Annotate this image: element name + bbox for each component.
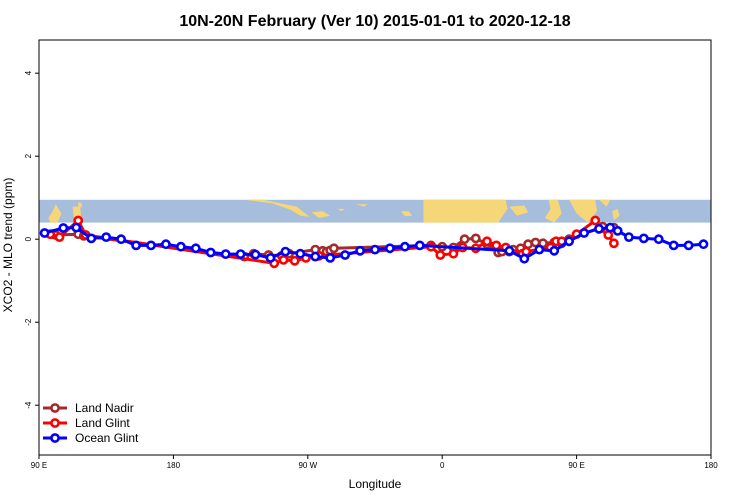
map-ocean xyxy=(39,199,711,223)
legend-marker-land-glint xyxy=(50,418,60,428)
land-mass xyxy=(48,204,62,223)
legend-label-land-nadir: Land Nadir xyxy=(75,401,134,415)
data-point-land-glint xyxy=(590,215,601,226)
data-point-ocean-glint xyxy=(190,243,201,254)
data-point-ocean-glint xyxy=(325,252,336,263)
data-point-ocean-glint xyxy=(612,225,623,236)
data-point-land-glint xyxy=(435,250,446,260)
world-map-band xyxy=(39,199,711,223)
data-point-ocean-glint xyxy=(624,232,634,242)
data-point-ocean-glint xyxy=(534,244,545,255)
data-point-ocean-glint xyxy=(295,248,306,259)
y-tick-label: -4 xyxy=(24,401,33,409)
data-point-land-glint xyxy=(491,240,502,251)
land-mass xyxy=(78,202,82,208)
y-tick-label: 0 xyxy=(24,236,33,241)
data-point-ocean-glint xyxy=(564,236,574,247)
data-point-ocean-glint xyxy=(116,234,126,245)
land-mass xyxy=(235,199,310,217)
data-point-ocean-glint xyxy=(220,249,231,259)
series-ocean-glint xyxy=(39,222,709,264)
data-point-ocean-glint xyxy=(235,249,246,259)
land-mass xyxy=(423,199,508,223)
map-land xyxy=(48,199,620,223)
data-point-ocean-glint xyxy=(683,240,694,251)
land-mass xyxy=(544,199,562,223)
land-mass xyxy=(401,211,413,217)
x-axis: 90 E 180 90 W 0 90 E 180 xyxy=(31,455,718,470)
legend-marker-land-nadir xyxy=(50,403,60,413)
land-mass xyxy=(356,204,368,207)
data-point-ocean-glint xyxy=(131,240,141,251)
y-tick-label: 2 xyxy=(24,153,33,158)
data-point-land-nadir xyxy=(328,243,339,254)
data-point-land-glint xyxy=(289,255,300,266)
data-point-ocean-glint xyxy=(160,239,171,250)
land-mass xyxy=(311,211,331,218)
data-point-land-nadir xyxy=(523,239,533,250)
legend-label-land-glint: Land Glint xyxy=(75,416,130,430)
data-point-ocean-glint xyxy=(399,241,410,252)
legend-label-ocean-glint: Ocean Glint xyxy=(75,431,139,445)
data-point-land-glint xyxy=(482,236,492,247)
data-point-land-glint xyxy=(278,254,289,265)
x-tick-label: 90 W xyxy=(298,461,317,470)
land-mass xyxy=(569,199,598,223)
data-point-land-nadir xyxy=(459,234,470,245)
legend-marker-ocean-glint xyxy=(50,433,60,443)
land-mass xyxy=(599,199,611,207)
x-tick-label: 180 xyxy=(704,461,718,470)
x-axis-label: Longitude xyxy=(349,477,402,491)
x-tick-label: 0 xyxy=(440,461,445,470)
data-point-ocean-glint xyxy=(549,245,560,256)
data-point-ocean-glint xyxy=(71,222,82,233)
series-layer xyxy=(39,215,709,269)
data-point-ocean-glint xyxy=(414,240,425,251)
y-tick-label: 4 xyxy=(24,70,33,75)
data-point-ocean-glint xyxy=(653,234,664,245)
land-mass xyxy=(337,208,346,212)
y-axis-label: XCO2 - MLO trend (ppm) xyxy=(1,178,15,313)
data-point-ocean-glint xyxy=(39,228,50,238)
data-point-ocean-glint xyxy=(340,250,350,260)
data-point-ocean-glint xyxy=(504,245,515,256)
data-point-ocean-glint xyxy=(146,240,156,251)
data-point-land-glint xyxy=(603,230,614,240)
data-point-ocean-glint xyxy=(58,223,69,233)
data-point-ocean-glint xyxy=(310,251,321,262)
data-point-land-glint xyxy=(54,232,65,242)
data-point-land-nadir xyxy=(470,233,481,244)
land-mass xyxy=(612,208,620,221)
data-point-ocean-glint xyxy=(605,222,616,233)
data-point-ocean-glint xyxy=(86,233,97,244)
data-point-ocean-glint xyxy=(594,223,604,234)
data-point-ocean-glint xyxy=(519,253,530,264)
data-point-ocean-glint xyxy=(638,233,649,244)
data-point-ocean-glint xyxy=(355,245,365,256)
data-point-ocean-glint xyxy=(250,249,261,260)
data-point-land-glint xyxy=(448,248,459,259)
data-point-ocean-glint xyxy=(579,228,589,238)
y-axis: -4 -2 0 2 4 xyxy=(24,70,39,409)
y-tick-label: -2 xyxy=(24,318,33,326)
data-point-ocean-glint xyxy=(175,241,186,252)
data-point-ocean-glint xyxy=(205,247,216,258)
data-point-ocean-glint xyxy=(668,240,679,251)
data-point-ocean-glint xyxy=(384,243,395,254)
x-tick-label: 90 E xyxy=(568,461,584,470)
data-point-ocean-glint xyxy=(265,252,276,263)
data-point-ocean-glint xyxy=(280,246,291,257)
land-mass xyxy=(509,205,529,216)
x-tick-label: 180 xyxy=(167,461,181,470)
chart-title: 10N-20N February (Ver 10) 2015-01-01 to … xyxy=(179,13,570,30)
data-point-ocean-glint xyxy=(370,244,380,255)
x-tick-label: 90 E xyxy=(31,461,47,470)
data-point-land-glint xyxy=(609,238,619,249)
data-point-ocean-glint xyxy=(101,232,112,242)
data-point-ocean-glint xyxy=(698,239,709,250)
plot-frame xyxy=(38,39,712,456)
